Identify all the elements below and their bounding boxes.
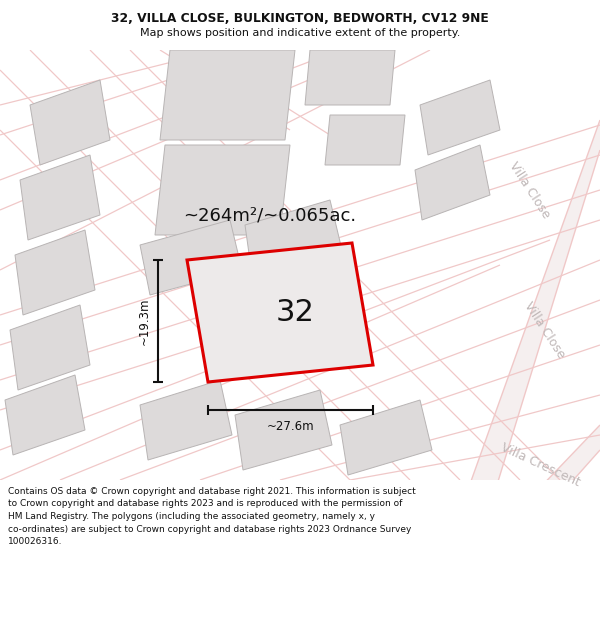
Polygon shape (187, 243, 373, 382)
Text: ~19.3m: ~19.3m (138, 298, 151, 345)
Polygon shape (15, 230, 95, 315)
Polygon shape (140, 220, 242, 295)
Text: Villa Crescent: Villa Crescent (499, 441, 581, 489)
Text: ~27.6m: ~27.6m (266, 420, 314, 433)
Polygon shape (140, 380, 232, 460)
Polygon shape (490, 425, 600, 540)
Polygon shape (245, 200, 342, 275)
Polygon shape (305, 50, 395, 105)
Polygon shape (20, 155, 100, 240)
Polygon shape (160, 50, 295, 140)
Polygon shape (415, 145, 490, 220)
Text: 32, VILLA CLOSE, BULKINGTON, BEDWORTH, CV12 9NE: 32, VILLA CLOSE, BULKINGTON, BEDWORTH, C… (111, 12, 489, 25)
Text: ~264m²/~0.065ac.: ~264m²/~0.065ac. (184, 206, 356, 224)
Polygon shape (325, 115, 405, 165)
Polygon shape (235, 390, 332, 470)
Polygon shape (340, 400, 432, 475)
Polygon shape (215, 275, 342, 365)
Text: Villa Close: Villa Close (522, 299, 568, 361)
Polygon shape (10, 305, 90, 390)
Polygon shape (450, 120, 600, 540)
Text: Contains OS data © Crown copyright and database right 2021. This information is : Contains OS data © Crown copyright and d… (8, 487, 416, 546)
Text: Map shows position and indicative extent of the property.: Map shows position and indicative extent… (140, 28, 460, 38)
Text: Villa Close: Villa Close (507, 159, 553, 221)
Polygon shape (420, 80, 500, 155)
Polygon shape (5, 375, 85, 455)
Text: 32: 32 (275, 298, 314, 327)
Polygon shape (155, 145, 290, 235)
Polygon shape (30, 80, 110, 165)
